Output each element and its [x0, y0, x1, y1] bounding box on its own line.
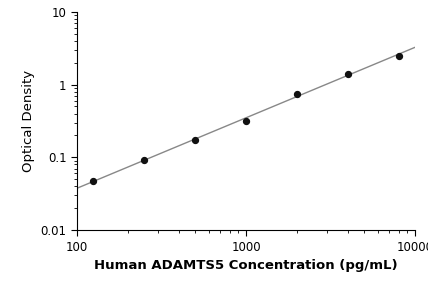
Point — [395, 53, 402, 58]
Point — [243, 118, 250, 123]
Point — [90, 179, 97, 183]
X-axis label: Human ADAMTS5 Concentration (pg/mL): Human ADAMTS5 Concentration (pg/mL) — [94, 259, 398, 272]
Point — [192, 137, 199, 142]
Point — [141, 157, 148, 162]
Point — [345, 72, 351, 76]
Y-axis label: Optical Density: Optical Density — [22, 70, 35, 172]
Point — [294, 91, 300, 96]
